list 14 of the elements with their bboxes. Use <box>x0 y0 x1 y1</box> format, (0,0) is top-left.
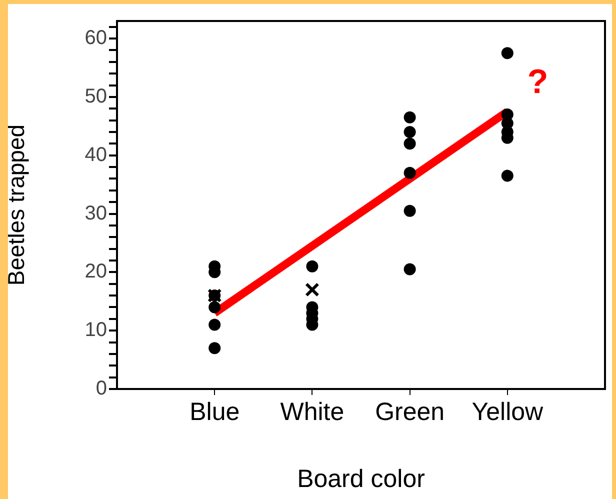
y-tick-label: 40 <box>84 144 107 166</box>
y-tick-label: 0 <box>96 378 107 400</box>
x-tick-label: Yellow <box>472 398 544 426</box>
y-tick-label: 50 <box>84 85 107 108</box>
x-tick-label: Blue <box>190 398 240 426</box>
x-axis-title: Board color <box>297 464 425 493</box>
x-tick-label: White <box>280 398 344 426</box>
y-tick-label: 30 <box>84 202 107 224</box>
y-tick-label: 60 <box>84 27 107 50</box>
annotation: ? <box>527 62 548 101</box>
y-tick-label: 20 <box>84 260 107 283</box>
y-tick-label: 10 <box>84 319 107 342</box>
y-axis-title: Beetles trapped <box>3 124 30 286</box>
x-tick-label: Green <box>375 398 445 426</box>
